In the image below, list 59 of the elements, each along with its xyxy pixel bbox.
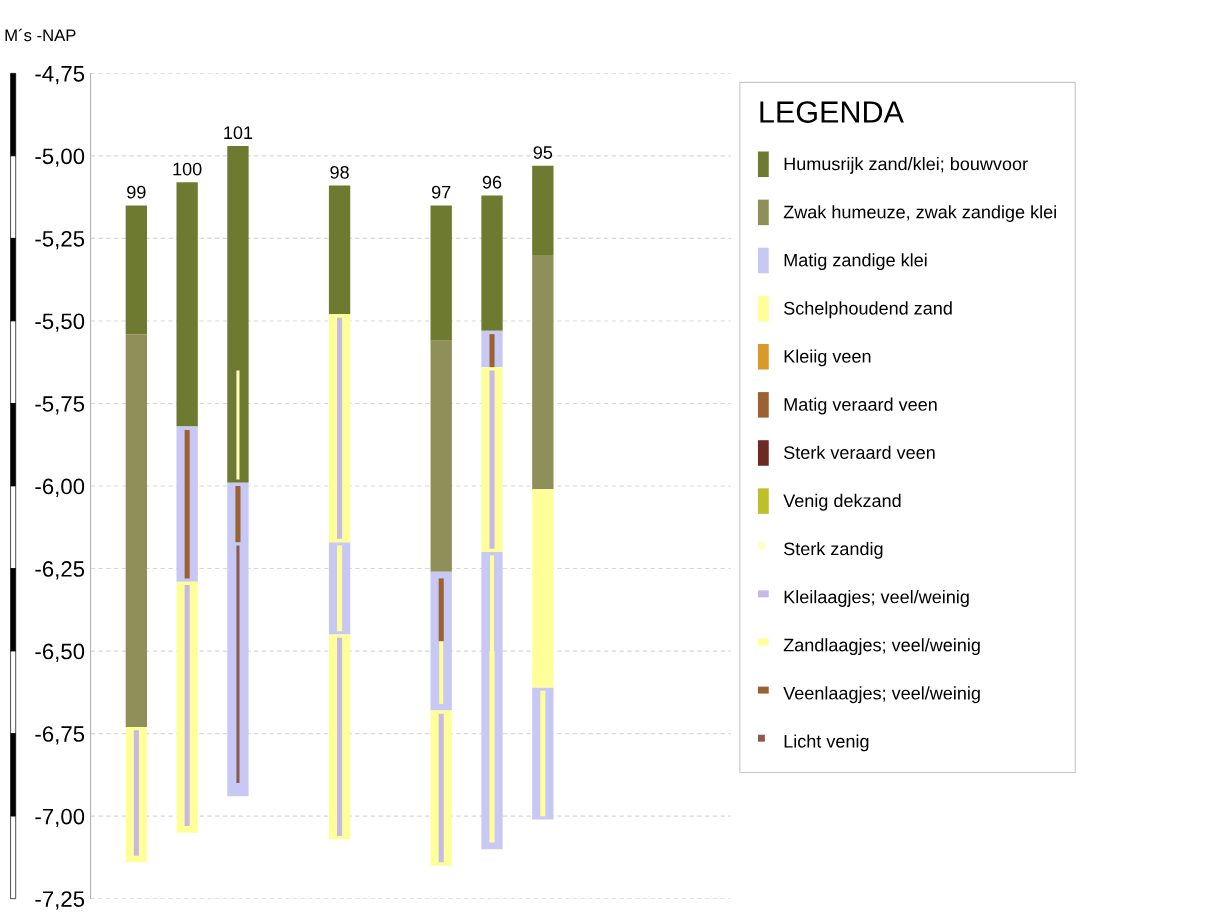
legend-label: Sterk zandig [784, 541, 883, 559]
bar [540, 690, 546, 817]
y-axis-title: M´s -NAP [5, 28, 76, 42]
bar [125, 205, 147, 335]
y-tick-label: -5,50 [35, 313, 85, 332]
legend-label: Veenlaagjes; veel/weinig [783, 686, 980, 704]
legend-label: Sterk veraard veen [784, 445, 935, 459]
legend-label: Licht venig [784, 734, 869, 752]
bar [438, 713, 444, 863]
bar [184, 429, 190, 579]
legend-label: Humusrijk zand/klei; bouwvoor [784, 157, 1028, 174]
y-tick-label: -5,25 [35, 230, 85, 250]
legend-label: Zwak humeuze, zwak zandige klei [783, 205, 1056, 222]
bar [184, 585, 190, 827]
legend-title: LEGENDA [760, 101, 904, 123]
bar [438, 578, 444, 642]
bar [337, 545, 343, 632]
bar [337, 317, 343, 539]
legend-label: Kleiig veen [784, 349, 871, 367]
x-tick-label: 100 [173, 162, 202, 176]
bar [125, 334, 147, 727]
y-tick-label: -7,25 [35, 891, 85, 910]
y-tick-label: -5,00 [35, 148, 85, 167]
y-tick-label: -6,75 [35, 726, 85, 745]
y-tick-label: -7,00 [35, 808, 85, 828]
bar [532, 489, 554, 688]
legend-label: Matig zandige klei [784, 253, 927, 271]
bar [176, 182, 198, 427]
bar [328, 185, 351, 315]
bar [227, 145, 249, 483]
bar [489, 370, 495, 549]
x-tick-label: 95 [533, 146, 553, 159]
legend-label: Kleilaagjes; veel/weinig [784, 590, 969, 607]
y-tick-label: -4,75 [35, 66, 85, 85]
bar [439, 641, 444, 704]
bar [337, 637, 343, 836]
legend-label: Matig veraard veen [784, 397, 937, 415]
legend-label: Venig dekzand [783, 493, 901, 511]
bar [430, 205, 452, 341]
legend-label: Schelphoudend zand [784, 301, 952, 319]
y-tick-label: -6,00 [35, 478, 85, 497]
bar [532, 254, 554, 490]
bar [235, 486, 241, 543]
bar [481, 195, 503, 331]
y-tick-label: -5,75 [35, 396, 85, 415]
bar [430, 340, 452, 572]
bar [532, 165, 554, 255]
x-tick-label: 96 [482, 175, 502, 189]
bar [133, 730, 139, 856]
legend-label: Zandlaagjes; veel/weinig [783, 638, 980, 656]
y-tick-label: -6,50 [35, 643, 85, 662]
x-tick-label: 98 [330, 165, 349, 179]
bar [236, 370, 240, 480]
bar [489, 334, 495, 368]
bar [236, 545, 240, 784]
y-tick-label: -6,25 [35, 561, 85, 580]
x-tick-label: 99 [127, 185, 146, 199]
x-tick-label: 97 [432, 185, 451, 199]
x-tick-label: 101 [224, 126, 253, 140]
